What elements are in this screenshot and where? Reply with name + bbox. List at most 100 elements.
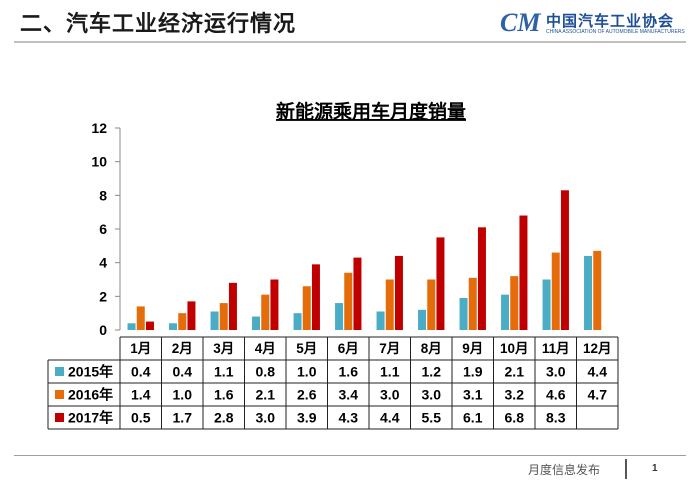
- bar-2017年-4月: [270, 279, 279, 330]
- bar-2016年-9月: [468, 277, 477, 330]
- bar-2016年-7月: [385, 279, 394, 330]
- data-label-2015年-5月: 1.0: [297, 364, 317, 380]
- data-label-2017年-8月: 5.5: [422, 410, 442, 426]
- slide-header: 二、汽车工业经济运行情况 CM 中国汽车工业协会 CHINA ASSOCIATI…: [0, 0, 700, 43]
- bar-2015年-4月: [252, 316, 261, 330]
- section-title: 二、汽车工业经济运行情况: [20, 11, 297, 36]
- data-label-2017年-7月: 4.4: [380, 410, 400, 426]
- bar-2015年-12月: [584, 255, 593, 330]
- data-label-2016年-7月: 3.0: [380, 387, 400, 403]
- legend-swatch-2015年: [55, 367, 64, 376]
- bar-2016年-12月: [593, 250, 602, 330]
- bar-2016年-10月: [510, 276, 519, 330]
- bar-2017年-1月: [145, 321, 154, 330]
- y-tick-label: 12: [91, 120, 107, 136]
- page-number: 1: [652, 463, 658, 474]
- data-label-2016年-1月: 1.4: [131, 387, 151, 403]
- data-label-2015年-1月: 0.4: [131, 364, 151, 380]
- data-label-2017年-1月: 0.5: [131, 410, 151, 426]
- data-label-2017年-3月: 2.8: [214, 410, 234, 426]
- data-label-2015年-11月: 3.0: [546, 364, 566, 380]
- data-label-2015年-12月: 4.4: [588, 364, 608, 380]
- data-label-2015年-10月: 2.1: [505, 364, 525, 380]
- legend-label-2015年: 2015年: [68, 364, 113, 380]
- data-label-2015年-8月: 1.2: [422, 364, 442, 380]
- bar-2017年-7月: [394, 255, 403, 330]
- bar-2015年-8月: [418, 309, 427, 330]
- bar-2015年-2月: [169, 323, 178, 330]
- x-tick-label: 8月: [421, 341, 442, 356]
- data-label-2015年-2月: 0.4: [173, 364, 193, 380]
- data-label-2016年-11月: 4.6: [546, 387, 566, 403]
- x-tick-label: 2月: [172, 341, 193, 356]
- bar-2017年-2月: [187, 301, 196, 330]
- bar-2015年-5月: [293, 313, 302, 330]
- data-label-2017年-9月: 6.1: [463, 410, 483, 426]
- header-divider: [14, 41, 686, 43]
- caam-logo: CM 中国汽车工业协会 CHINA ASSOCIATION OF AUTOMOB…: [500, 8, 700, 38]
- caam-logo-mark: CM: [500, 8, 541, 37]
- data-label-2017年-11月: 8.3: [546, 410, 566, 426]
- data-label-2016年-4月: 2.1: [256, 387, 276, 403]
- bar-2016年-11月: [551, 252, 560, 330]
- data-label-2016年-2月: 1.0: [173, 387, 193, 403]
- data-label-2016年-6月: 3.4: [339, 387, 359, 403]
- footer-divider: [14, 455, 686, 456]
- y-tick-label: 10: [91, 154, 107, 170]
- y-tick-label: 4: [99, 255, 107, 271]
- y-tick-label: 0: [99, 322, 107, 338]
- caam-logo-name: 中国汽车工业协会: [546, 13, 675, 30]
- x-tick-label: 11月: [542, 341, 570, 356]
- x-tick-label: 7月: [379, 341, 400, 356]
- data-label-2015年-3月: 1.1: [214, 364, 234, 380]
- x-tick-label: 1月: [130, 341, 151, 356]
- y-tick-label: 6: [99, 221, 107, 237]
- data-label-2017年-5月: 3.9: [297, 410, 317, 426]
- chart-title: 新能源乘用车月度销量: [276, 100, 466, 123]
- bar-2016年-1月: [136, 306, 145, 330]
- bar-2015年-1月: [127, 323, 136, 330]
- y-tick-label: 8: [99, 187, 107, 203]
- x-tick-label: 5月: [296, 341, 317, 356]
- data-label-2017年-10月: 6.8: [505, 410, 525, 426]
- x-tick-label: 3月: [213, 341, 234, 356]
- data-label-2016年-12月: 4.7: [588, 387, 608, 403]
- bar-2017年-8月: [436, 237, 445, 330]
- data-label-2017年-4月: 3.0: [256, 410, 276, 426]
- x-tick-label: 12月: [583, 341, 612, 356]
- data-label-2015年-7月: 1.1: [380, 364, 400, 380]
- bar-2015年-11月: [542, 279, 551, 330]
- bar-2016年-6月: [344, 272, 353, 330]
- legend-label-2017年: 2017年: [68, 410, 113, 426]
- footer-text: 月度信息发布: [528, 463, 601, 477]
- bar-2015年-3月: [210, 311, 219, 330]
- bar-2015年-7月: [376, 311, 385, 330]
- data-label-2016年-5月: 2.6: [297, 387, 317, 403]
- bar-2017年-11月: [560, 190, 569, 330]
- caam-logo-english: CHINA ASSOCIATION OF AUTOMOBILE MANUFACT…: [546, 29, 685, 35]
- bar-2016年-5月: [302, 286, 311, 330]
- x-tick-label: 9月: [462, 341, 483, 356]
- x-tick-label: 4月: [255, 341, 276, 356]
- data-label-2016年-3月: 1.6: [214, 387, 234, 403]
- data-label-2016年-8月: 3.0: [422, 387, 442, 403]
- y-tick-label: 2: [99, 288, 107, 304]
- footer-separator: [625, 459, 627, 479]
- data-label-2016年-10月: 3.2: [505, 387, 525, 403]
- data-label-2016年-9月: 3.1: [463, 387, 483, 403]
- bar-2016年-2月: [178, 313, 187, 330]
- data-label-2015年-4月: 0.8: [256, 364, 276, 380]
- bar-2017年-3月: [228, 282, 237, 330]
- bar-2017年-9月: [477, 227, 486, 330]
- legend-label-2016年: 2016年: [68, 387, 113, 403]
- bar-2017年-5月: [311, 264, 320, 330]
- data-label-2017年-2月: 1.7: [173, 410, 193, 426]
- x-tick-label: 6月: [338, 341, 359, 356]
- bar-2017年-6月: [353, 257, 362, 330]
- legend-swatch-2017年: [55, 413, 64, 422]
- bar-2016年-3月: [219, 303, 228, 330]
- bar-2015年-10月: [501, 294, 510, 330]
- legend-swatch-2016年: [55, 390, 64, 399]
- bar-2015年-6月: [335, 303, 344, 330]
